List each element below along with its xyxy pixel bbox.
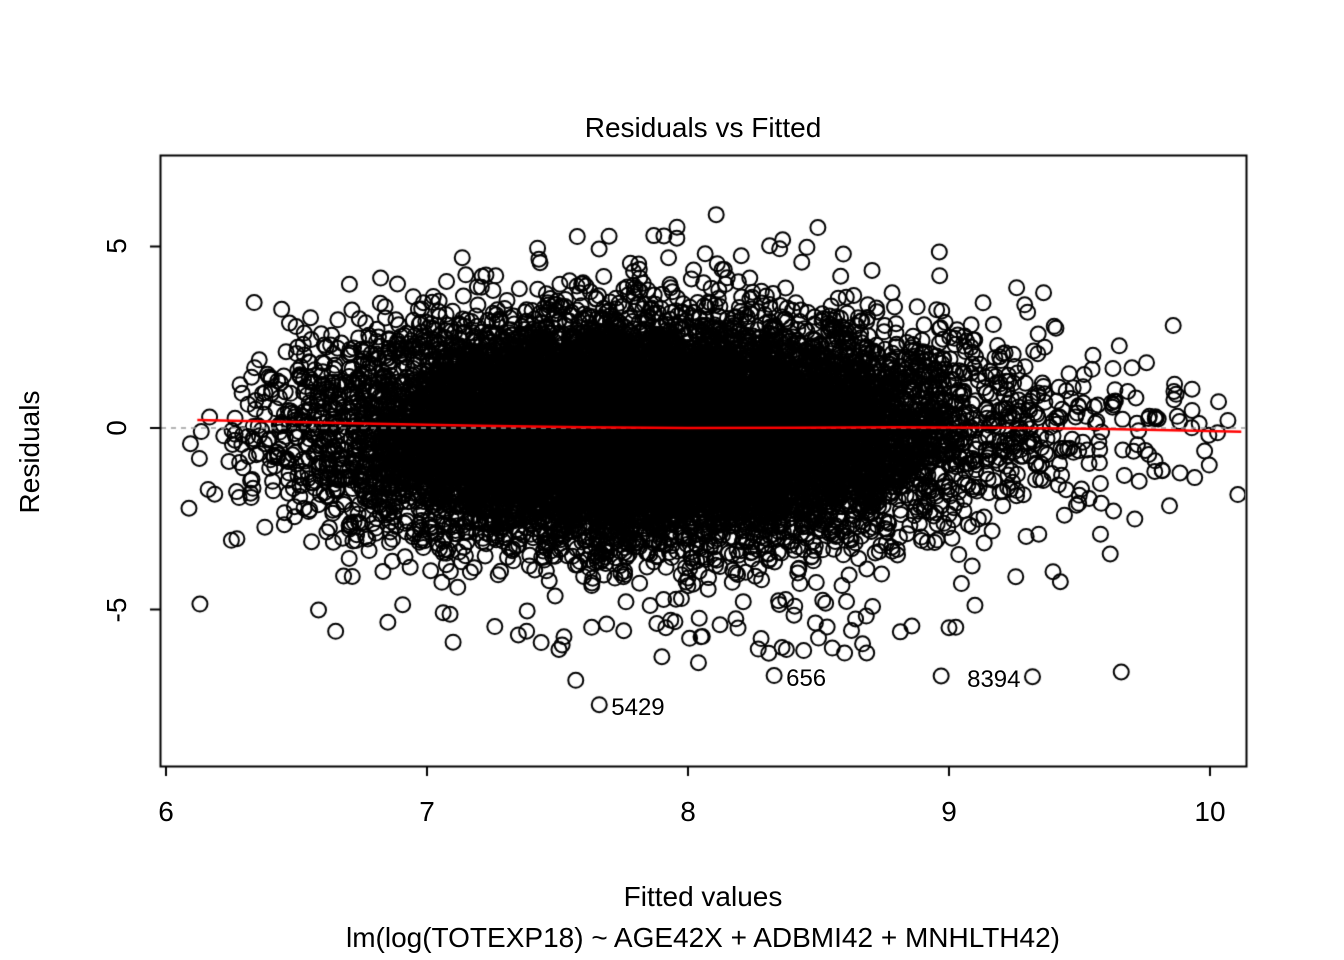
x-tick-label-9: 9: [941, 796, 957, 827]
x-tick-label-7: 7: [419, 796, 435, 827]
outlier-point-label: 8394: [967, 665, 1021, 693]
x-tick-label-10: 10: [1194, 796, 1226, 827]
chart-title: Residuals vs Fitted: [584, 112, 822, 143]
x-axis-label: Fitted values: [623, 881, 783, 912]
x-tick-label-8: 8: [680, 796, 696, 827]
outlier-point-label: 5429: [611, 693, 665, 721]
y-tick-label-minus5: -5: [101, 597, 132, 622]
y-tick-label-5: 5: [101, 238, 132, 255]
outlier-point-label: 656: [786, 664, 827, 692]
y-axis-label: Residuals: [14, 390, 45, 514]
x-tick-label-6: 6: [158, 796, 174, 827]
y-tick-label-0: 0: [101, 420, 132, 436]
model-formula-label: lm(log(TOTEXP18) ~ AGE42X + ADBMI42 + MN…: [346, 922, 1060, 953]
